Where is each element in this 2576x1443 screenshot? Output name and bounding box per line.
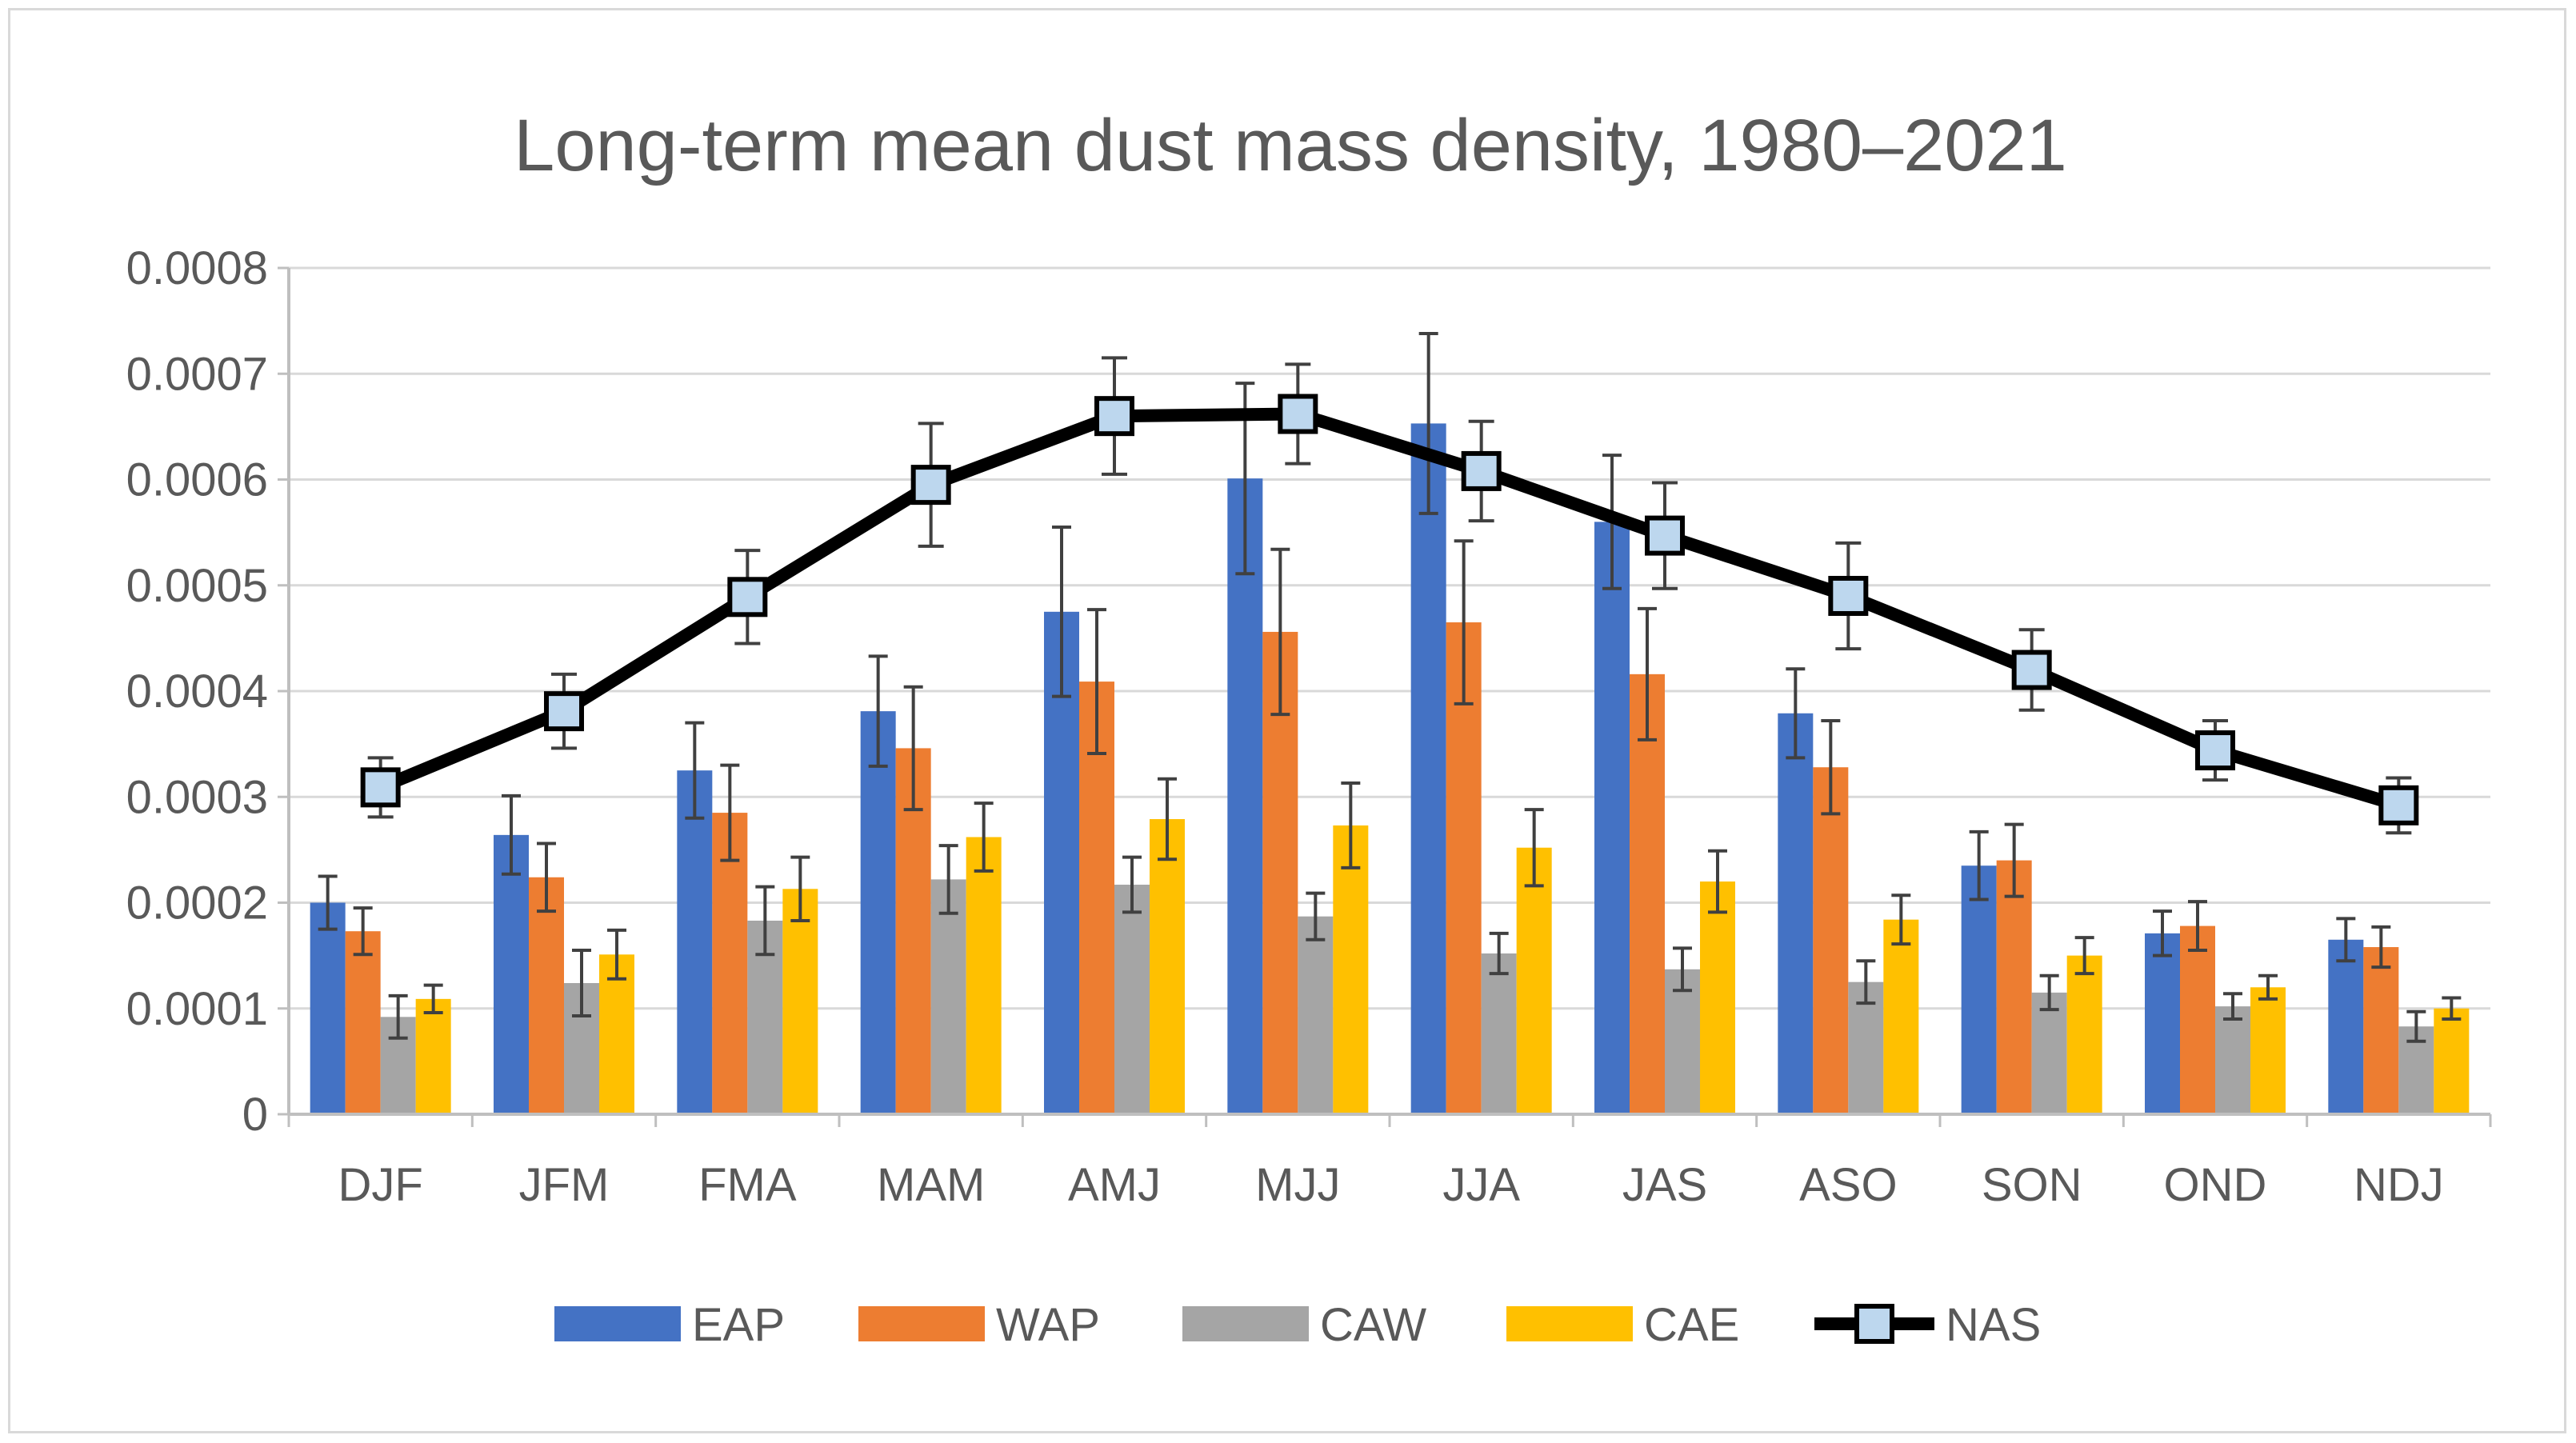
- bar-caw: [1665, 969, 1700, 1114]
- marker-nas: [1828, 575, 1869, 616]
- marker-nas: [360, 767, 401, 808]
- legend-item-nas: NAS: [1814, 1299, 2041, 1351]
- legend-item-caw: CAW: [1182, 1299, 1426, 1351]
- marker-nas: [2011, 650, 2052, 690]
- legend-marker: [1854, 1304, 1894, 1344]
- x-tick-label: FMA: [698, 1159, 797, 1211]
- bar-cae: [2434, 1008, 2470, 1114]
- legend-swatch: [1506, 1306, 1633, 1341]
- legend-label: CAW: [1320, 1299, 1426, 1351]
- marker-nas: [1461, 450, 1502, 491]
- bar-cae: [599, 954, 634, 1114]
- bar-eap: [1778, 713, 1814, 1114]
- legend-label: WAP: [996, 1299, 1100, 1351]
- bar-cae: [1883, 919, 1919, 1114]
- bar-cae: [1333, 825, 1369, 1114]
- marker-nas: [1278, 394, 1318, 434]
- legend-label: CAE: [1644, 1299, 1739, 1351]
- bar-wap: [1630, 674, 1665, 1114]
- bar-wap: [712, 813, 748, 1114]
- chart-svg: Long-term mean dust mass density, 1980–2…: [126, 105, 2492, 1351]
- axis-layer: 0 0.0001 0.0002 0.0003 0.0004 0.0005 0.0006 0.0…: [126, 242, 2492, 1211]
- legend-label: EAP: [692, 1299, 785, 1351]
- marker-nas: [727, 577, 768, 618]
- legend: EAP WAP CAW CAE NAS: [554, 1299, 2041, 1351]
- bar-eap: [2145, 933, 2180, 1114]
- bar-cae: [1516, 847, 1552, 1114]
- x-tick-label: MJJ: [1255, 1159, 1340, 1211]
- x-tick-label: JFM: [519, 1159, 610, 1211]
- x-tick-label: JJA: [1442, 1159, 1520, 1211]
- x-tick-label: MAM: [877, 1159, 985, 1211]
- y-tick-label: 0: [242, 1089, 268, 1141]
- bar-wap: [2180, 925, 2215, 1114]
- bar-cae: [2250, 987, 2286, 1114]
- y-tick-label: 0.0004: [126, 666, 268, 718]
- marker-nas: [1094, 396, 1134, 437]
- marker-nas: [544, 691, 584, 732]
- bar-eap: [1410, 423, 1446, 1114]
- x-tick-label: DJF: [338, 1159, 423, 1211]
- legend-label: NAS: [1946, 1299, 2041, 1351]
- x-tick-label: AMJ: [1068, 1159, 1161, 1211]
- bar-wap: [345, 931, 381, 1114]
- legend-item-eap: EAP: [554, 1299, 785, 1351]
- line-layer: [360, 356, 2419, 835]
- bar-cae: [1150, 819, 1185, 1114]
- y-tick-label: 0.0006: [126, 454, 268, 506]
- bar-eap: [310, 902, 346, 1114]
- bar-cae: [782, 889, 818, 1114]
- bar-wap: [1813, 767, 1849, 1114]
- y-tick-label: 0.0001: [126, 983, 268, 1035]
- x-tick-label: ASO: [1799, 1159, 1898, 1211]
- y-tick-label: 0.0005: [126, 560, 268, 612]
- legend-swatch: [554, 1306, 681, 1341]
- bar-eap: [1594, 522, 1630, 1114]
- x-tick-label: NDJ: [2354, 1159, 2444, 1211]
- legend-swatch: [1182, 1306, 1309, 1341]
- y-tick-label: 0.0002: [126, 877, 268, 929]
- bar-cae: [415, 998, 451, 1114]
- legend-item-cae: CAE: [1506, 1299, 1739, 1351]
- legend-swatch: [858, 1306, 985, 1341]
- bar-caw: [930, 879, 966, 1114]
- bar-cae: [1700, 881, 1735, 1114]
- bars-layer: [310, 423, 2470, 1114]
- y-tick-label: 0.0008: [126, 242, 268, 294]
- bar-cae: [2066, 955, 2102, 1114]
- legend-item-wap: WAP: [858, 1299, 1100, 1351]
- marker-nas: [910, 465, 951, 506]
- bar-eap: [494, 834, 529, 1114]
- bar-eap: [860, 711, 896, 1114]
- chart-title: Long-term mean dust mass density, 1980–2…: [514, 105, 2067, 186]
- bar-eap: [677, 770, 713, 1114]
- bar-wap: [2363, 947, 2399, 1114]
- marker-nas: [2195, 730, 2235, 771]
- bar-wap: [1996, 860, 2032, 1114]
- marker-nas: [1645, 515, 1685, 556]
- marker-nas: [2378, 785, 2419, 825]
- y-tick-label: 0.0003: [126, 771, 268, 823]
- bar-caw: [1298, 916, 1334, 1114]
- bar-eap: [2328, 939, 2364, 1114]
- bar-caw: [1114, 885, 1150, 1114]
- x-tick-label: SON: [1982, 1159, 2082, 1211]
- chart-frame: Long-term mean dust mass density, 1980–2…: [8, 8, 2566, 1433]
- y-tick-label: 0.0007: [126, 348, 268, 400]
- bar-eap: [1961, 865, 1997, 1114]
- bar-caw: [2215, 1006, 2250, 1114]
- bar-wap: [529, 877, 564, 1114]
- line-nas: [378, 407, 2401, 812]
- bar-cae: [966, 837, 1002, 1114]
- bar-caw: [1481, 953, 1517, 1114]
- x-tick-label: OND: [2164, 1159, 2267, 1211]
- grid-layer: [289, 266, 2490, 1010]
- bar-eap: [1227, 478, 1263, 1114]
- bar-caw: [2031, 992, 2067, 1114]
- x-tick-label: JAS: [1622, 1159, 1707, 1211]
